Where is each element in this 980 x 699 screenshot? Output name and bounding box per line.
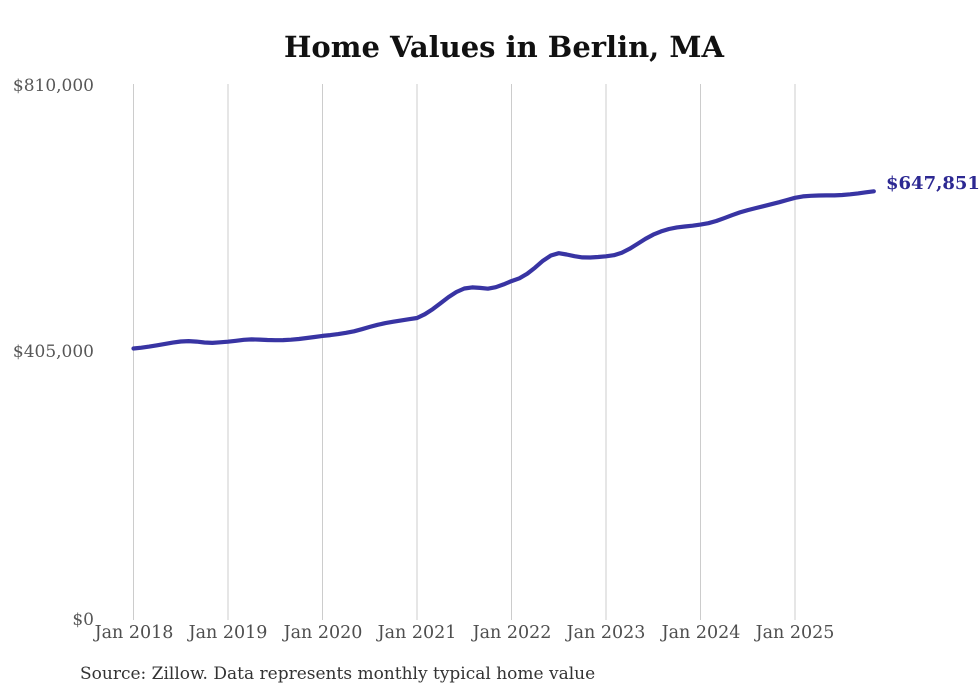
x-axis-label-jan-2024: Jan 2024 [661, 623, 741, 643]
y-axis-label-0: $0 [72, 610, 94, 630]
x-axis-label-jan-2021: Jan 2021 [377, 623, 457, 643]
x-axis-label-jan-2025: Jan 2025 [755, 623, 835, 643]
chart-title: Home Values in Berlin, MA [284, 30, 724, 64]
y-axis-label-405000: $405,000 [12, 342, 94, 362]
x-axis-label-jan-2022: Jan 2022 [472, 623, 552, 643]
source-note: Source: Zillow. Data represents monthly … [80, 664, 596, 684]
x-axis-label-jan-2023: Jan 2023 [566, 623, 646, 643]
x-axis-label-jan-2018: Jan 2018 [94, 623, 174, 643]
x-axis-label-jan-2020: Jan 2020 [283, 623, 363, 643]
home-value-line [131, 189, 876, 351]
latest-value-label: $647,851 [886, 173, 980, 194]
vertical-gridlines [133, 84, 796, 620]
y-axis-label-810000: $810,000 [12, 76, 94, 96]
x-axis-label-jan-2019: Jan 2019 [188, 623, 268, 643]
